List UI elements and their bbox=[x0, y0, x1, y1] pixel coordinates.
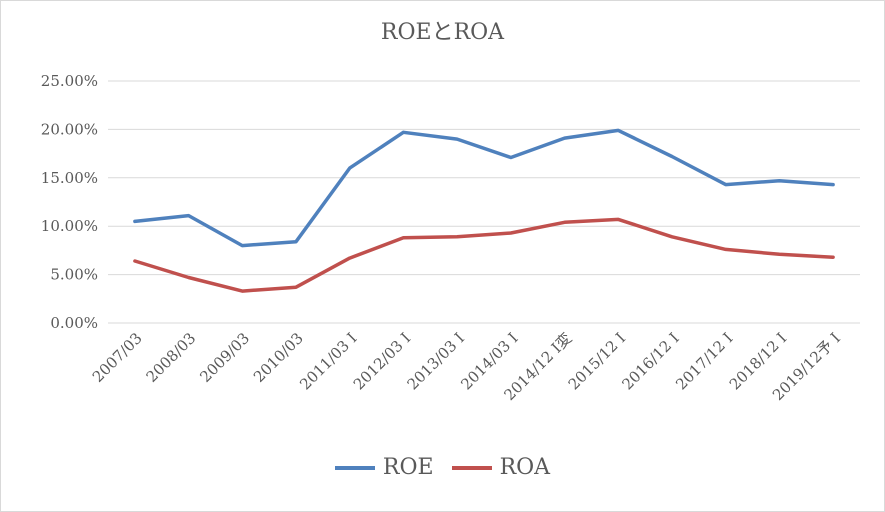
x-tick-label: 2017/12 I bbox=[672, 329, 736, 393]
legend-item-roa: ROA bbox=[451, 455, 551, 480]
series-line-roa bbox=[133, 217, 835, 293]
x-tick-label: 2007/03 bbox=[89, 329, 146, 386]
legend-swatch-roa bbox=[451, 465, 492, 470]
y-tick-label: 25.00% bbox=[41, 72, 98, 90]
x-tick-label: 2009/03 bbox=[196, 329, 253, 386]
legend-label-roa: ROA bbox=[499, 455, 551, 480]
legend: ROE ROA bbox=[0, 455, 885, 480]
legend-item-roe: ROE bbox=[334, 455, 434, 480]
y-tick-label: 10.00% bbox=[41, 217, 98, 235]
x-tick-label: 2013/03 I bbox=[404, 329, 468, 393]
y-tick-label: 20.00% bbox=[41, 120, 98, 138]
y-tick-label: 0.00% bbox=[50, 314, 98, 332]
x-tick-label: 2012/03 I bbox=[350, 329, 414, 393]
x-tick-label: 2008/03 bbox=[143, 329, 200, 386]
series-line-roe bbox=[133, 128, 835, 248]
y-tick-label: 5.00% bbox=[50, 266, 98, 284]
y-tick-label: 15.00% bbox=[41, 169, 98, 187]
x-tick-label: 2015/12 I bbox=[565, 329, 629, 393]
x-tick-label: 2016/12 I bbox=[618, 329, 682, 393]
legend-label-roe: ROE bbox=[382, 455, 434, 480]
x-tick-label: 2011/03 I bbox=[296, 329, 360, 393]
legend-swatch-roe bbox=[334, 465, 375, 470]
chart-title: ROEとROA bbox=[380, 20, 505, 45]
